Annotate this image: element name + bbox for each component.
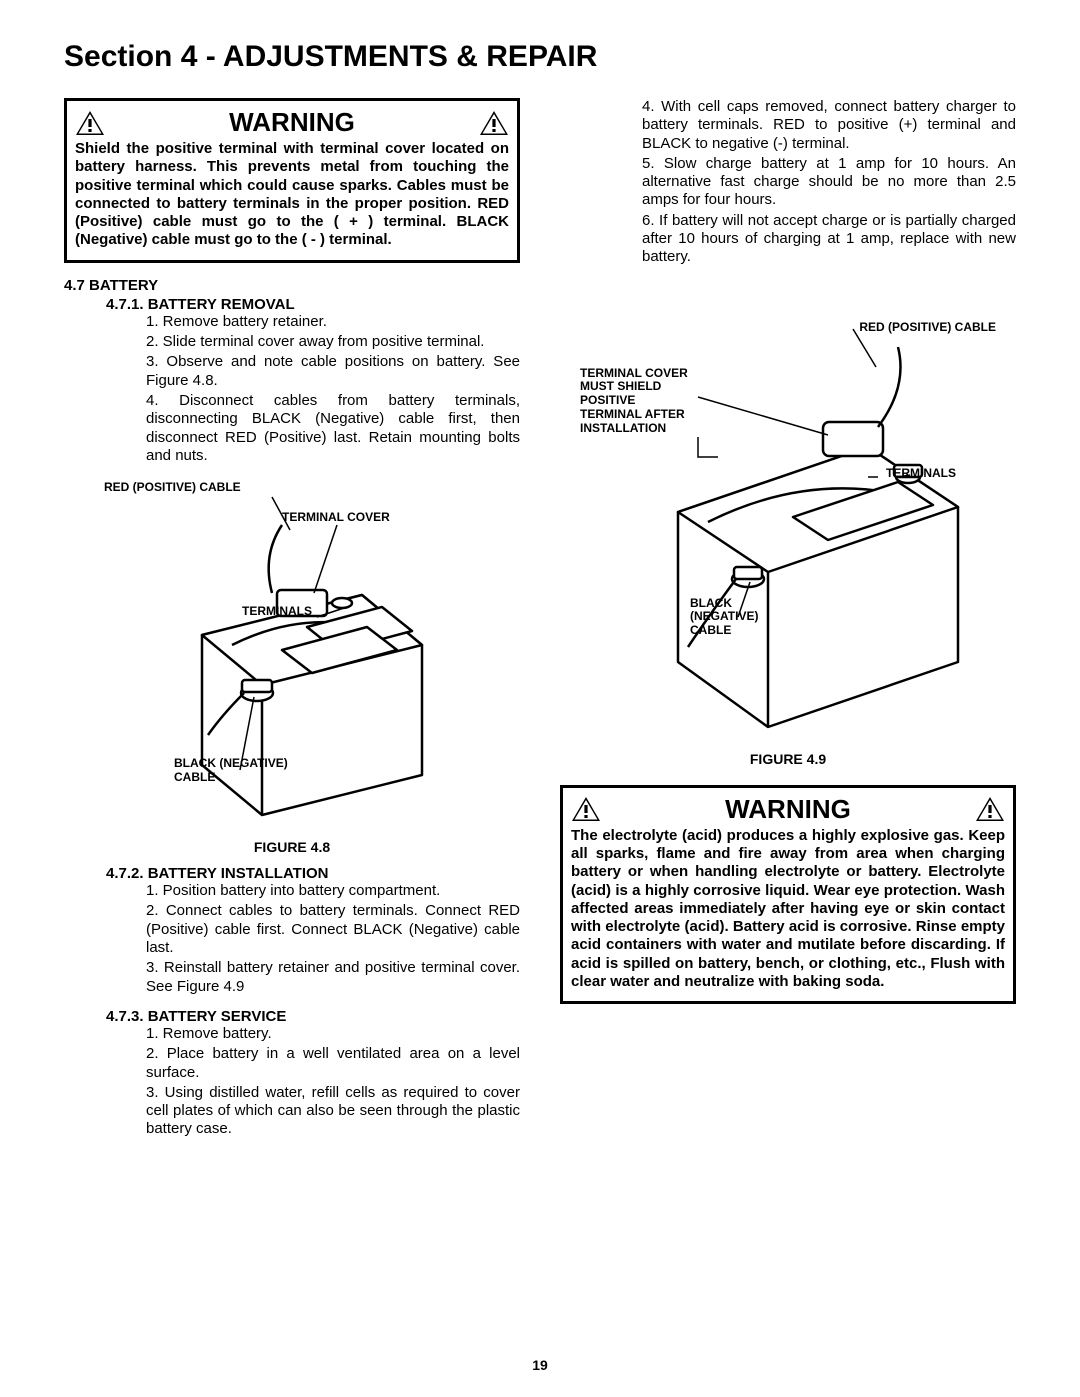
figure-label-red-positive: RED (POSITIVE) CABLE [859,321,996,335]
list-item: 4. With cell caps removed, connect batte… [642,98,1016,153]
warning-header: WARNING [571,794,1005,825]
subsection-4-7-1-heading: 4.7.1. BATTERY REMOVAL [106,296,520,313]
figure-4-8: RED (POSITIVE) CABLE TERMINAL COVER TERM… [64,475,520,855]
figure-4-8-caption: FIGURE 4.8 [64,839,520,855]
list-item: 2. Connect cables to battery terminals. … [146,902,520,957]
subsection-4-7-3-body: 1. Remove battery. 2. Place battery in a… [146,1025,520,1139]
list-item: 2. Place battery in a well ventilated ar… [146,1045,520,1082]
list-item: 1. Remove battery retainer. [146,313,520,331]
page-number: 19 [0,1357,1080,1373]
figure-label-red-positive: RED (POSITIVE) CABLE [104,481,241,495]
figure-label-terminal-cover: TERMINAL COVER [282,511,390,525]
list-item: 4. Disconnect cables from battery termin… [146,392,520,465]
left-column: WARNING Shield the positive terminal wit… [64,98,520,1141]
figure-label-terminals: TERMINALS [242,605,312,619]
warning-icon [975,796,1005,822]
list-item: 1. Position battery into battery compart… [146,882,520,900]
warning-title: WARNING [105,107,479,138]
warning-title: WARNING [601,794,975,825]
warning-box-1: WARNING Shield the positive terminal wit… [64,98,520,263]
list-item: 3. Using distilled water, refill cells a… [146,1084,520,1139]
list-item: 3. Observe and note cable positions on b… [146,353,520,390]
right-column: 4. With cell caps removed, connect batte… [560,98,1016,1141]
warning-box-2: WARNING The electrolyte (acid) produces … [560,785,1016,1005]
list-item: 3. Reinstall battery retainer and positi… [146,959,520,996]
subsection-4-7-2-body: 1. Position battery into battery compart… [146,882,520,996]
figure-label-terminals: TERMINALS [886,467,956,481]
figure-label-black-negative: BLACK (NEGATIVE) CABLE [174,757,304,785]
warning-header: WARNING [75,107,509,138]
figure-label-black-negative: BLACK (NEGATIVE) CABLE [690,597,790,638]
section-4-7-heading: 4.7 BATTERY [64,277,520,294]
subsection-4-7-3-continued: 4. With cell caps removed, connect batte… [642,98,1016,267]
page-title: Section 4 - ADJUSTMENTS & REPAIR [64,40,1016,74]
two-column-layout: WARNING Shield the positive terminal wit… [64,98,1016,1141]
warning-text: The electrolyte (acid) produces a highly… [571,827,1005,992]
figure-4-9-caption: FIGURE 4.9 [560,751,1016,767]
list-item: 6. If battery will not accept charge or … [642,212,1016,267]
list-item: 1. Remove battery. [146,1025,520,1043]
subsection-4-7-2-heading: 4.7.2. BATTERY INSTALLATION [106,865,520,882]
subsection-4-7-3-heading: 4.7.3. BATTERY SERVICE [106,1008,520,1025]
warning-icon [571,796,601,822]
warning-icon [479,110,509,136]
list-item: 5. Slow charge battery at 1 amp for 10 h… [642,155,1016,210]
list-item: 2. Slide terminal cover away from positi… [146,333,520,351]
figure-4-9: RED (POSITIVE) CABLE TERMINAL COVER MUST… [560,317,1016,767]
warning-icon [75,110,105,136]
warning-text: Shield the positive terminal with termin… [75,140,509,250]
subsection-4-7-1-body: 1. Remove battery retainer. 2. Slide ter… [146,313,520,465]
figure-label-terminal-cover: TERMINAL COVER MUST SHIELD POSITIVE TERM… [580,367,690,436]
